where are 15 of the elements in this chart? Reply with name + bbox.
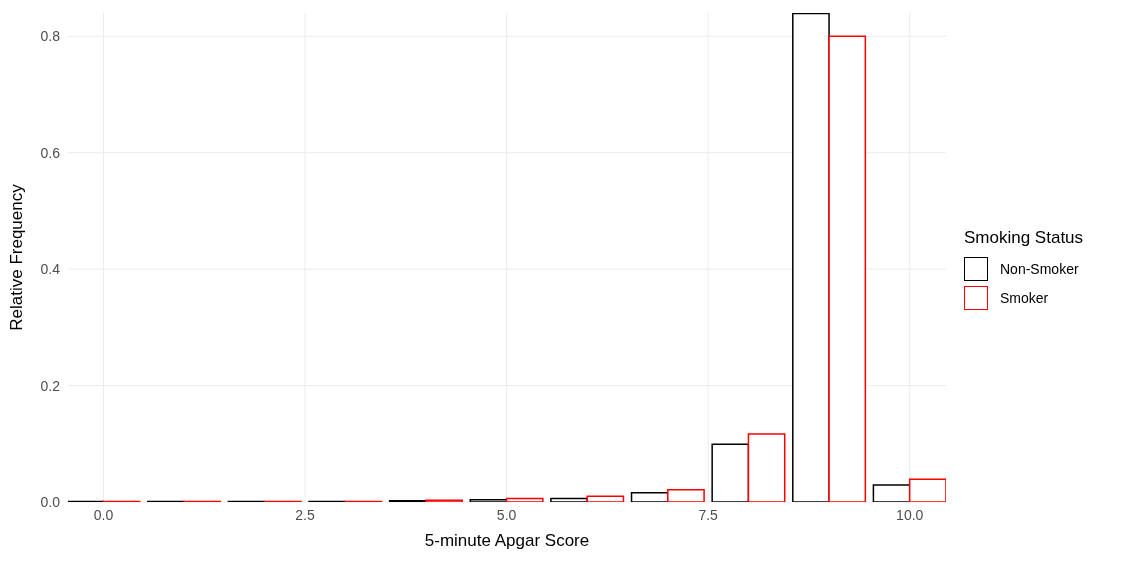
x-tick-label: 2.5 (295, 506, 315, 523)
x-tick-label: 0.0 (93, 506, 114, 523)
y-tick-label: 0.2 (40, 377, 61, 394)
legend-label: Non-Smoker (1000, 260, 1079, 277)
y-tick-label: 0.8 (40, 28, 61, 45)
x-tick-label: 7.5 (698, 506, 719, 523)
y-tick-label: 0.6 (40, 144, 61, 161)
y-axis-title: Relative Frequency (7, 183, 27, 331)
y-tick-label: 0.0 (40, 493, 61, 510)
x-tick-label: 10.0 (896, 506, 924, 523)
y-tick-label: 0.4 (40, 261, 61, 278)
legend-label: Smoker (1000, 289, 1049, 306)
x-axis-title: 5-minute Apgar Score (424, 531, 590, 550)
x-tick-label: 5.0 (496, 506, 517, 523)
legend-title: Smoking Status (964, 228, 1084, 248)
